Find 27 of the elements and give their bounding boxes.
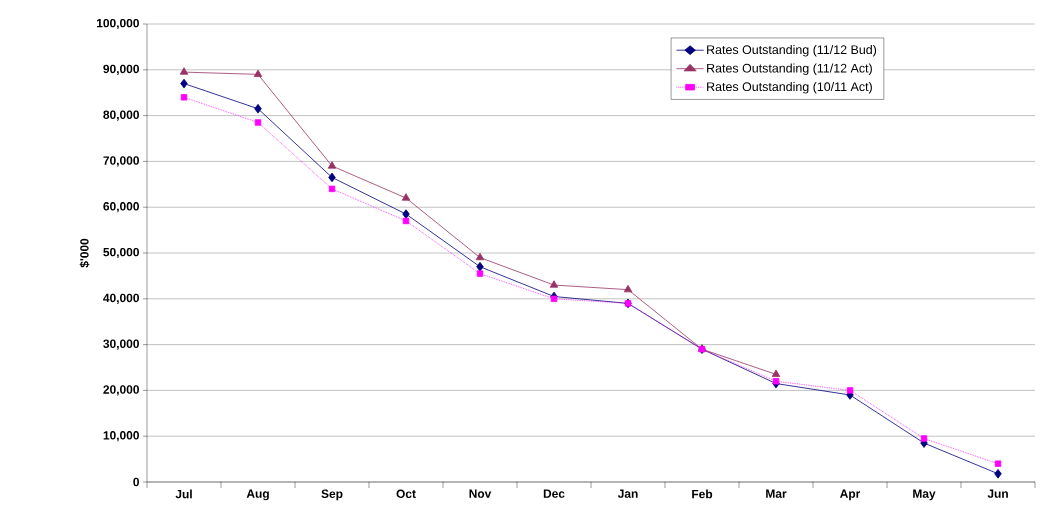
x-tick-label: Mar: [766, 489, 787, 498]
y-tick-label: 90,000: [103, 64, 139, 75]
x-tick-label: May: [913, 489, 936, 501]
y-axis-title: $'000: [79, 238, 90, 268]
x-tick-label: Jul: [175, 489, 192, 499]
x-tick-label: Apr: [840, 489, 861, 501]
y-tick-label: 60,000: [103, 202, 139, 213]
legend-label: Rates Outstanding (11/12 Bud): [707, 44, 877, 57]
x-tick-label: Nov: [469, 489, 492, 498]
y-tick-label: 70,000: [103, 156, 139, 167]
legend-label: Rates Outstanding (11/12 Act): [707, 63, 872, 76]
x-tick-label: Aug: [246, 489, 269, 501]
y-tick-label: 100,000: [97, 18, 139, 30]
y-tick-label: 30,000: [103, 339, 139, 350]
y-tick-label: 0: [133, 477, 139, 487]
x-tick-label: Feb: [692, 489, 713, 499]
x-tick-label: Jan: [617, 489, 638, 498]
y-tick-label: 80,000: [103, 110, 139, 121]
y-tick-label: 10,000: [103, 431, 139, 442]
x-tick-label: Jun: [987, 489, 1008, 498]
legend-label: Rates Outstanding (10/11 Act): [707, 81, 872, 94]
y-tick-label: 20,000: [103, 385, 139, 396]
y-tick-label: 50,000: [103, 247, 139, 259]
x-tick-label: Oct: [396, 489, 416, 498]
y-tick-label: 40,000: [103, 293, 139, 304]
x-tick-label: Dec: [543, 489, 565, 498]
x-tick-label: Sep: [321, 489, 343, 501]
